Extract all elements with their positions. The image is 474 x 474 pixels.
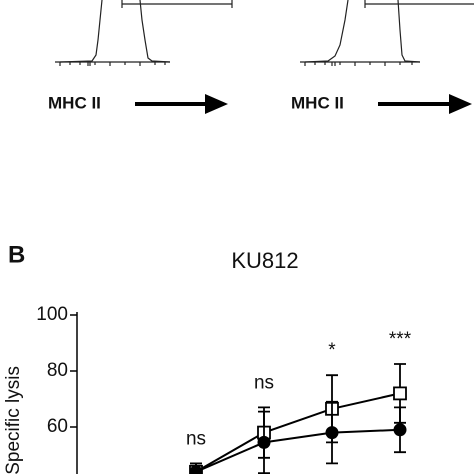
point-circle: [325, 426, 339, 440]
series-line: [195, 428, 401, 473]
significance-label: ***: [389, 329, 412, 350]
histogram-right: [300, 0, 474, 66]
y-axis-label: Specific lysis: [3, 366, 24, 474]
arrow: [135, 94, 228, 114]
series-line: [195, 392, 401, 473]
histogram-left: [55, 0, 233, 66]
arrow: [378, 94, 472, 114]
point-square: [393, 386, 407, 401]
point-circle: [393, 423, 407, 437]
significance-label: ns: [186, 428, 206, 449]
chart-title: KU812: [231, 248, 298, 273]
flow-axis-label: MHC II: [48, 93, 101, 112]
y-tick-label: 60: [47, 416, 68, 437]
significance-label: ns: [254, 372, 274, 393]
y-tick-label: 100: [36, 304, 68, 325]
flow-axis-label: MHC II: [291, 93, 344, 112]
significance-label: *: [328, 340, 336, 361]
point-circle: [257, 435, 271, 449]
point-circle: [189, 465, 203, 474]
panel-label: B: [8, 241, 25, 268]
y-tick-label: 80: [47, 360, 68, 381]
